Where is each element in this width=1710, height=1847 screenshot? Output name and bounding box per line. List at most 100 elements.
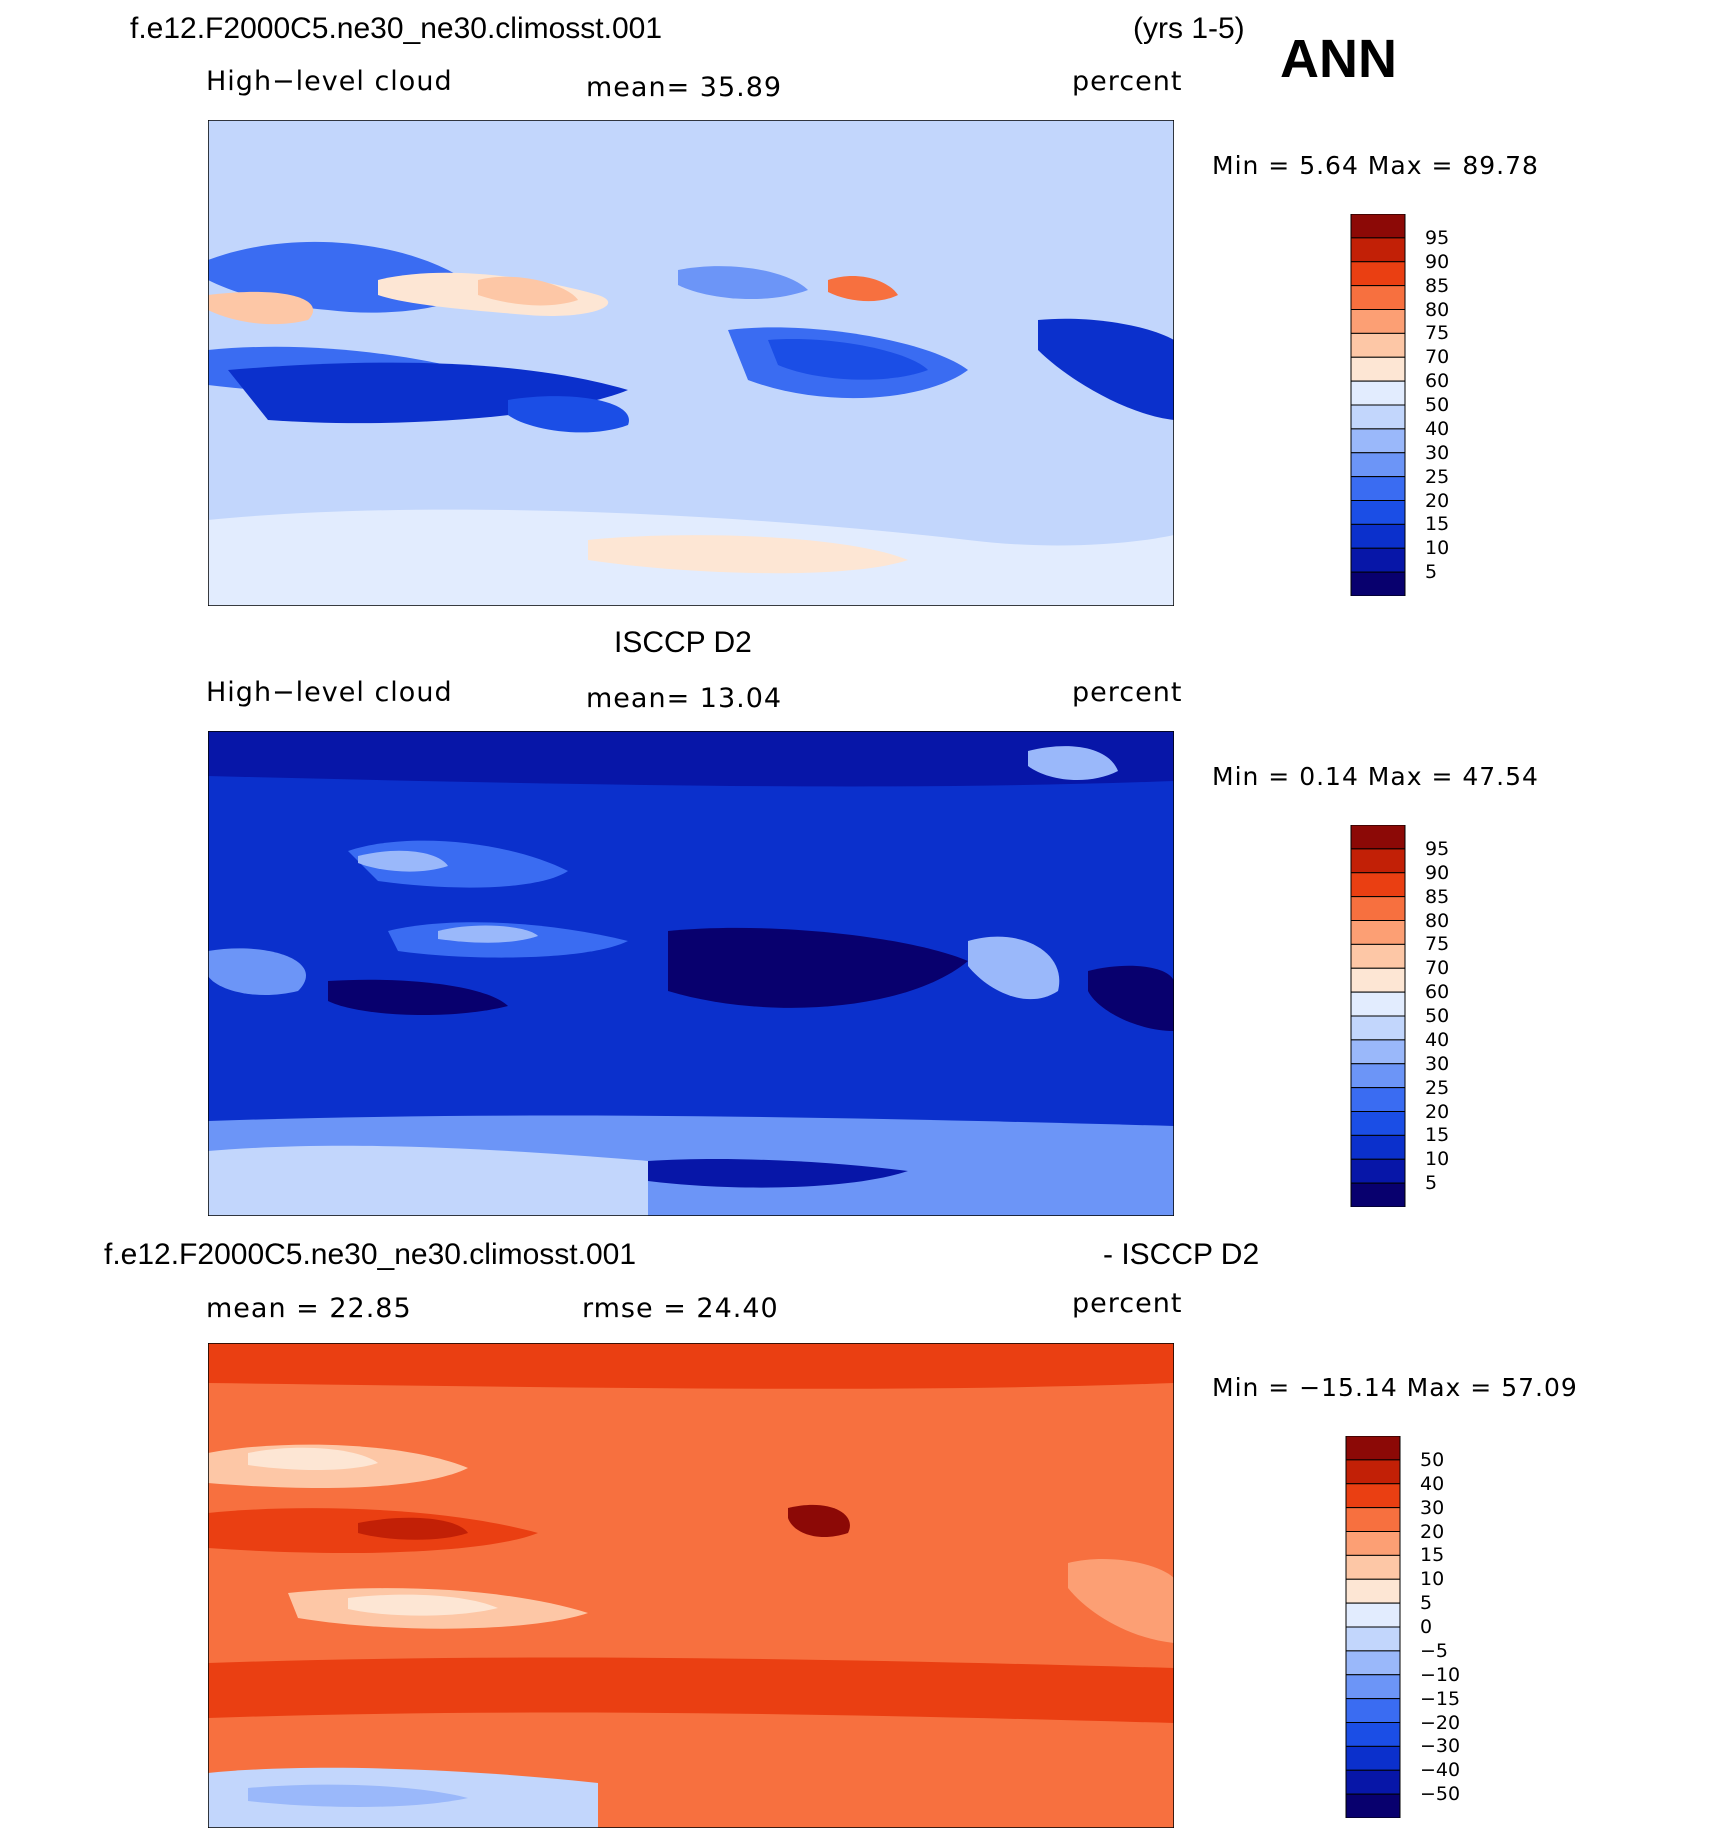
panel3-level-label: −15 [1420, 1687, 1461, 1710]
panel3-contour-southern-ocean [208, 1657, 1174, 1723]
panel3-level-label: 5 [1420, 1592, 1433, 1615]
panel1-level-label: 80 [1425, 298, 1450, 321]
panel1-level-label: 20 [1425, 489, 1450, 512]
panel3-level-label: 15 [1420, 1544, 1445, 1567]
colorbar-box [1350, 237, 1406, 263]
season-label: ANN [1280, 29, 1397, 89]
panel1-colorbar-labels: 95 90 85 80 75 70 60 50 40 30 25 20 15 1… [1425, 214, 1505, 596]
colorbar-box [1350, 1158, 1406, 1184]
colorbar-box [1345, 1554, 1401, 1580]
panel2-level-label: 25 [1425, 1076, 1450, 1099]
panel2-level-label: 75 [1425, 933, 1450, 956]
panel2-colorbar [1350, 825, 1406, 1207]
colorbar-box [1350, 967, 1406, 993]
case-title: f.e12.F2000C5.ne30_ne30.climosst.001 [130, 12, 663, 45]
panel3-level-label: 50 [1420, 1448, 1445, 1471]
panel1-stats: Min = 5.64 Max = 89.78 [1212, 151, 1539, 180]
panel2-title: ISCCP D2 [614, 626, 752, 659]
panel3-level-label: −50 [1420, 1783, 1461, 1806]
colorbar-box [1350, 356, 1406, 382]
panel1-level-label: 85 [1425, 274, 1450, 297]
colorbar-box [1345, 1698, 1401, 1724]
panel3-units: percent [1072, 1288, 1183, 1319]
panel1-variable: High−level cloud [206, 66, 453, 97]
panel3-level-label: −20 [1420, 1711, 1461, 1734]
panel1-level-label: 15 [1425, 513, 1450, 536]
panel2-level-label: 50 [1425, 1005, 1450, 1027]
panel3-stats: Min = −15.14 Max = 57.09 [1212, 1373, 1578, 1402]
panel3-level-label: 40 [1420, 1472, 1445, 1495]
panel1-level-label: 60 [1425, 370, 1450, 393]
panel2-contour-e-antarctica [208, 1145, 648, 1216]
panel1-contour-antarctic-high [588, 535, 908, 574]
panel3-level-label: −10 [1420, 1663, 1461, 1686]
panel2-contour-se-pacific [668, 927, 968, 1008]
panel1-contour-africa-itcz [208, 291, 314, 325]
panel2-level-label: 30 [1425, 1052, 1450, 1075]
panel2-colorbar-labels: 95 90 85 80 75 70 60 50 40 30 25 20 15 1… [1425, 825, 1505, 1207]
panel1-map [208, 120, 1174, 606]
panel3-level-label: −30 [1420, 1735, 1461, 1758]
colorbar-box [1350, 1039, 1406, 1065]
panel2-contour-arctic [208, 731, 1174, 787]
panel2-map [208, 731, 1174, 1216]
panel1-level-label: 10 [1425, 537, 1450, 560]
colorbar-box [1345, 1626, 1401, 1652]
panel1-contour-central-america [828, 275, 898, 302]
colorbar-box [1350, 1015, 1406, 1041]
panel3-mean: mean = 22.85 [206, 1293, 412, 1324]
colorbar-box [1350, 991, 1406, 1017]
colorbar-box [1345, 1793, 1401, 1818]
colorbar-box [1350, 404, 1406, 430]
colorbar-box [1350, 1063, 1406, 1089]
panel2-units: percent [1072, 677, 1183, 708]
colorbar-box [1350, 896, 1406, 922]
panel2-contour-amazon [968, 936, 1060, 1000]
panel1-contour-australia-dry [508, 396, 629, 433]
panel3-contour-itcz-core [358, 1517, 468, 1540]
panel1-level-label: 40 [1425, 417, 1450, 440]
panel2-contour-w-antarctica [648, 1159, 908, 1188]
panel1-level-label: 90 [1425, 250, 1450, 273]
colorbar-box [1350, 920, 1406, 945]
colorbar-box [1350, 428, 1406, 454]
panel3-contour-e-antarctica-core [248, 1784, 468, 1807]
panel1-level-label: 70 [1425, 346, 1450, 369]
panel3-level-label: 30 [1420, 1496, 1445, 1519]
panel2-level-label: 90 [1425, 861, 1450, 884]
panel1-contour-s-atlantic-east [1038, 318, 1174, 420]
colorbar-box [1350, 214, 1406, 239]
colorbar-box [1350, 1134, 1406, 1160]
panel3-contour-s-indian-core [348, 1594, 498, 1616]
panel3-colorbar [1345, 1436, 1401, 1818]
panel2-mean: mean= 13.04 [586, 683, 783, 714]
panel2-contour-tibet [358, 850, 448, 872]
colorbar-box [1350, 523, 1406, 549]
colorbar-box [1350, 380, 1406, 406]
panel3-level-label: −5 [1420, 1639, 1449, 1662]
colorbar-box [1350, 1111, 1406, 1136]
panel1-contour-warm-pool [478, 276, 578, 306]
colorbar-box [1345, 1722, 1401, 1747]
panel2-level-label: 20 [1425, 1100, 1450, 1123]
years-label: (yrs 1-5) [1133, 12, 1245, 45]
colorbar-box [1345, 1650, 1401, 1676]
panel1-contour-se-pacific-core [768, 339, 928, 380]
panel3-level-label: 0 [1420, 1616, 1433, 1638]
colorbar-box [1345, 1769, 1401, 1795]
panel2-level-label: 10 [1425, 1148, 1450, 1171]
colorbar-box [1345, 1602, 1401, 1628]
colorbar-box [1350, 872, 1406, 898]
panel1-colorbar [1350, 214, 1406, 596]
panel3-level-label: −40 [1420, 1759, 1461, 1782]
panel1-mean: mean= 35.89 [586, 72, 783, 103]
panel2-level-label: 95 [1425, 837, 1450, 860]
colorbar-box [1345, 1674, 1401, 1700]
panel3-rmse: rmse = 24.40 [582, 1293, 779, 1324]
panel3-colorbar-labels: 50 40 30 20 15 10 5 0 −5 −10 −15 −20 −30… [1420, 1436, 1500, 1818]
panel1-level-label: 25 [1425, 465, 1450, 488]
colorbar-box [1345, 1578, 1401, 1604]
panel3-level-label: 20 [1420, 1520, 1445, 1543]
colorbar-box [1350, 848, 1406, 874]
colorbar-box [1350, 1087, 1406, 1113]
